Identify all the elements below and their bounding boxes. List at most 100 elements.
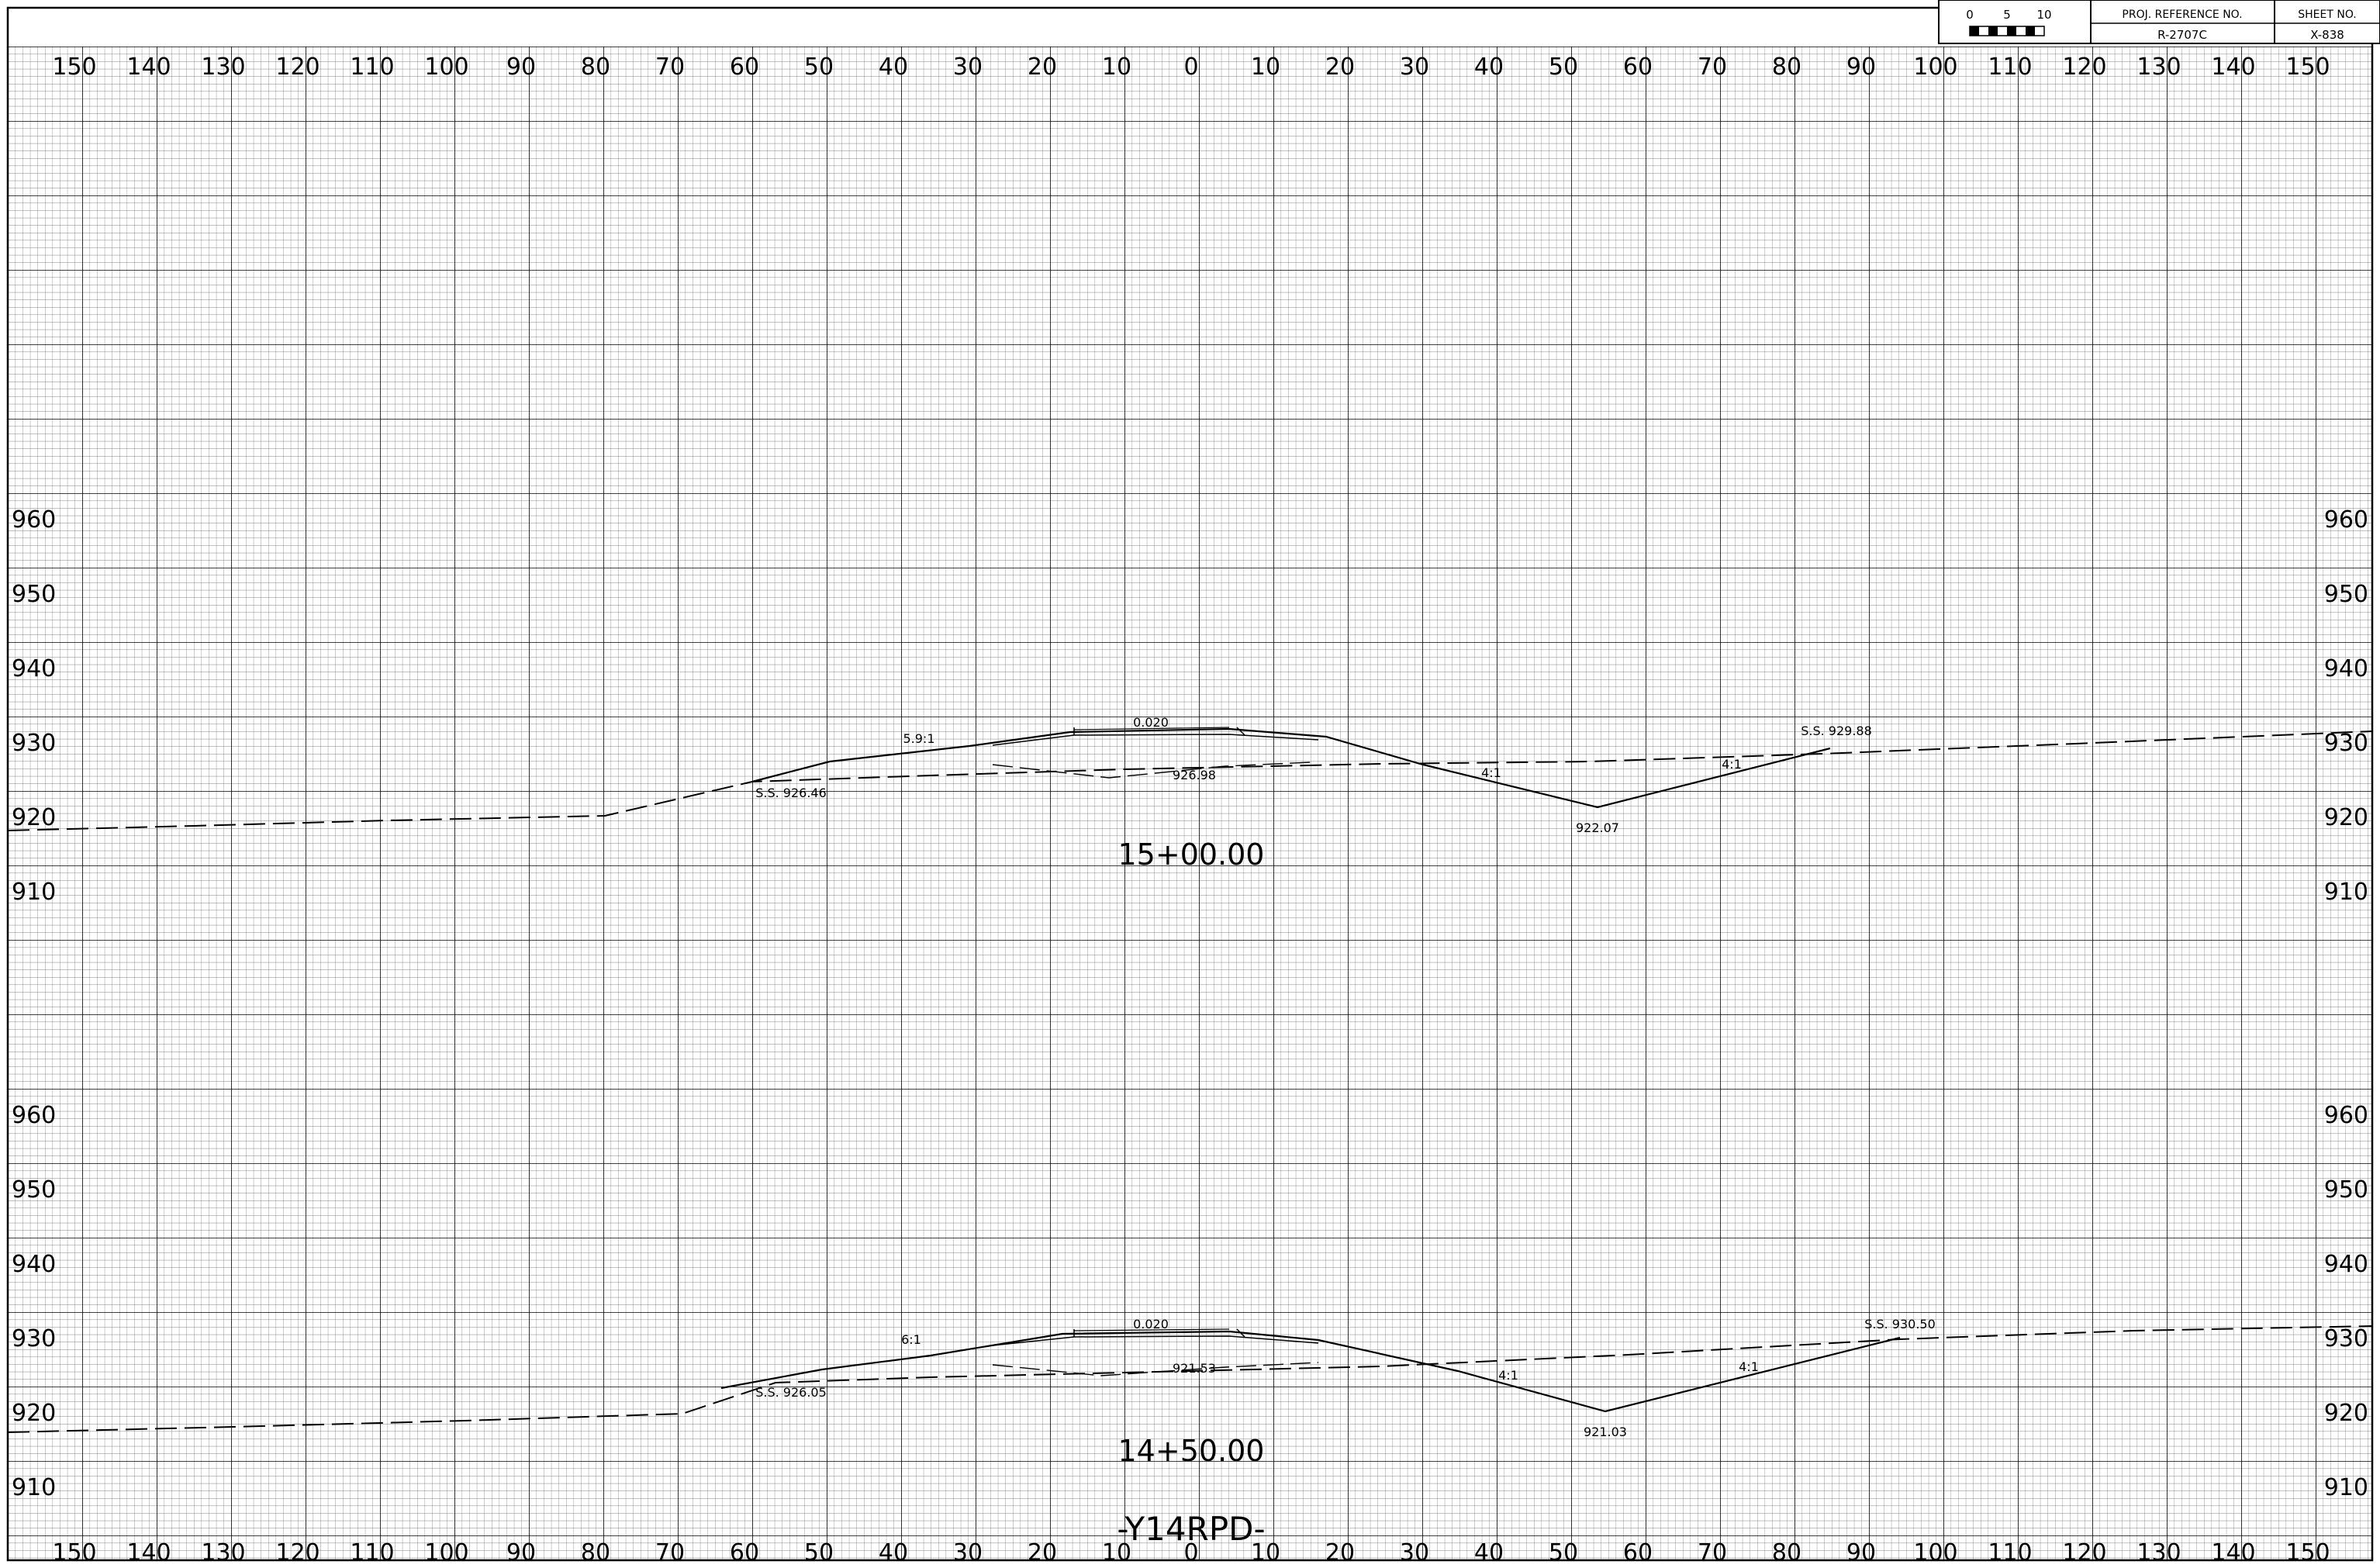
- crown-slope-label: 0.020: [1133, 715, 1169, 730]
- offset-label: 150: [52, 1539, 96, 1566]
- offset-label: 10: [1251, 1539, 1280, 1566]
- offset-label: 140: [2211, 1539, 2255, 1566]
- offset-label: 100: [424, 1539, 468, 1566]
- ditch-elevation-label: 921.03: [1584, 1425, 1627, 1439]
- station-label: 15+00.00: [1118, 838, 1265, 872]
- elevation-label-right: 910: [2324, 1474, 2368, 1501]
- crown-slope-label: 0.020: [1133, 1317, 1169, 1331]
- elevation-label-right: 950: [2324, 1176, 2368, 1204]
- offset-label: 120: [275, 1539, 320, 1566]
- offset-label: 20: [1028, 1539, 1057, 1566]
- ditch-elevation-label: 922.07: [1576, 820, 1619, 835]
- offset-label: 100: [1913, 54, 1957, 81]
- offset-label: 60: [730, 54, 759, 81]
- offset-label: 140: [126, 1539, 171, 1566]
- offset-label: 150: [52, 54, 96, 81]
- offset-label: 110: [350, 1539, 394, 1566]
- elevation-label-left: 940: [12, 655, 56, 682]
- sheet-no-value: X-838: [2310, 28, 2344, 42]
- lower-elevation-labels: 960 960 950 950 940 940 930 930 920 920 910 910: [12, 1102, 2368, 1501]
- offset-label: 150: [2285, 1539, 2330, 1566]
- offset-label: 50: [804, 1539, 834, 1566]
- existing-ground-line: [7, 730, 2373, 831]
- elevation-label-left: 910: [12, 879, 56, 906]
- section-14-50: 0.020 6:1 4:1 4:1 S.S. 926.05 S.S. 930.5…: [7, 1317, 2373, 1468]
- offset-label: 140: [126, 54, 171, 81]
- elevation-label-right: 950: [2324, 581, 2368, 608]
- offset-label: 110: [350, 54, 394, 81]
- offset-label: 120: [2062, 54, 2106, 81]
- elevation-label-right: 920: [2324, 1400, 2368, 1427]
- offset-label: 30: [953, 1539, 983, 1566]
- left-fill-slope-label: 5.9:1: [903, 731, 934, 746]
- offset-label: 130: [2136, 54, 2181, 81]
- offset-label: 130: [201, 54, 245, 81]
- bottom-offset-labels: 150 140 130 120 110 100 90 80 70 60 50 40 30 20 10 0 10 2…: [52, 1539, 2330, 1566]
- elevation-label-right: 960: [2324, 506, 2368, 534]
- offset-label: 120: [275, 54, 320, 81]
- offset-label: 50: [1549, 1539, 1578, 1566]
- proposed-template-line: [751, 727, 1831, 809]
- scale-label-10: 10: [2036, 8, 2051, 22]
- elevation-label-left: 960: [12, 1102, 56, 1129]
- grid: [6, 6, 2374, 1562]
- offset-label: 110: [1988, 1539, 2032, 1566]
- offset-label: 20: [1325, 54, 1355, 81]
- offset-label: 50: [804, 54, 834, 81]
- existing-elevation-label: 926.98: [1173, 768, 1216, 782]
- proj-ref-value: R-2707C: [2157, 28, 2207, 42]
- offset-label: 90: [506, 1539, 536, 1566]
- scale-bar: 0 5 10: [1966, 8, 2052, 36]
- elevation-label-right: 930: [2324, 1325, 2368, 1352]
- elevation-label-left: 930: [12, 730, 56, 757]
- proj-ref-header: PROJ. REFERENCE NO.: [2122, 9, 2242, 21]
- existing-ground-line: [7, 1325, 2373, 1433]
- offset-label: 40: [879, 54, 908, 81]
- title-block: 0 5 10 PROJ. REFERENCE NO. R-2707C SHEET…: [1938, 0, 2380, 44]
- station-label: 14+50.00: [1118, 1434, 1265, 1468]
- upper-elevation-labels: 960 960 950 950 940 940 930 930 920 920 910 910: [12, 506, 2368, 906]
- offset-label: 90: [506, 54, 536, 81]
- offset-label: 70: [655, 54, 685, 81]
- offset-label: 70: [1698, 54, 1727, 81]
- offset-label: 100: [1913, 1539, 1957, 1566]
- offset-label: 110: [1988, 54, 2032, 81]
- offset-label: 90: [1846, 54, 1876, 81]
- elevation-label-left: 960: [12, 506, 56, 534]
- offset-label: 90: [1846, 1539, 1876, 1566]
- elevation-label-left: 950: [12, 581, 56, 608]
- offset-label: 40: [1474, 54, 1504, 81]
- right-slope-stake-label: S.S. 930.50: [1864, 1317, 1936, 1331]
- elevation-label-left: 950: [12, 1176, 56, 1204]
- offset-label: 130: [2136, 1539, 2181, 1566]
- scale-label-0: 0: [1966, 8, 1974, 22]
- top-offset-labels: 150 140 130 120 110 100 90 80 70 60 50 40 30 20 10 0 10 2…: [52, 54, 2330, 81]
- offset-label: 130: [201, 1539, 245, 1566]
- offset-label: 80: [1772, 54, 1801, 81]
- scale-label-5: 5: [2003, 8, 2011, 22]
- offset-label: 50: [1549, 54, 1578, 81]
- left-slope-stake-label: S.S. 926.46: [755, 786, 827, 800]
- offset-label: 70: [1698, 1539, 1727, 1566]
- offset-label: 80: [581, 54, 610, 81]
- elevation-label-right: 930: [2324, 730, 2368, 757]
- offset-label: 20: [1325, 1539, 1355, 1566]
- elevation-label-right: 940: [2324, 655, 2368, 682]
- right-slope-stake-label: S.S. 929.88: [1801, 724, 1872, 738]
- proposed-template-line: [720, 1328, 1901, 1413]
- offset-label: 60: [1623, 54, 1653, 81]
- elevation-label-left: 920: [12, 1400, 56, 1427]
- offset-label: 80: [581, 1539, 610, 1566]
- offset-label: 30: [1400, 1539, 1429, 1566]
- offset-label: 30: [953, 54, 983, 81]
- offset-label: 40: [1474, 1539, 1504, 1566]
- sheet-no-header: SHEET NO.: [2298, 9, 2356, 21]
- elevation-label-right: 960: [2324, 1102, 2368, 1129]
- ditch-foreslope-label: 4:1: [1481, 765, 1501, 780]
- elevation-label-right: 910: [2324, 879, 2368, 906]
- offset-label: 100: [424, 54, 468, 81]
- back-slope-label: 4:1: [1722, 757, 1742, 772]
- offset-label: 120: [2062, 1539, 2106, 1566]
- elevation-label-left: 930: [12, 1325, 56, 1352]
